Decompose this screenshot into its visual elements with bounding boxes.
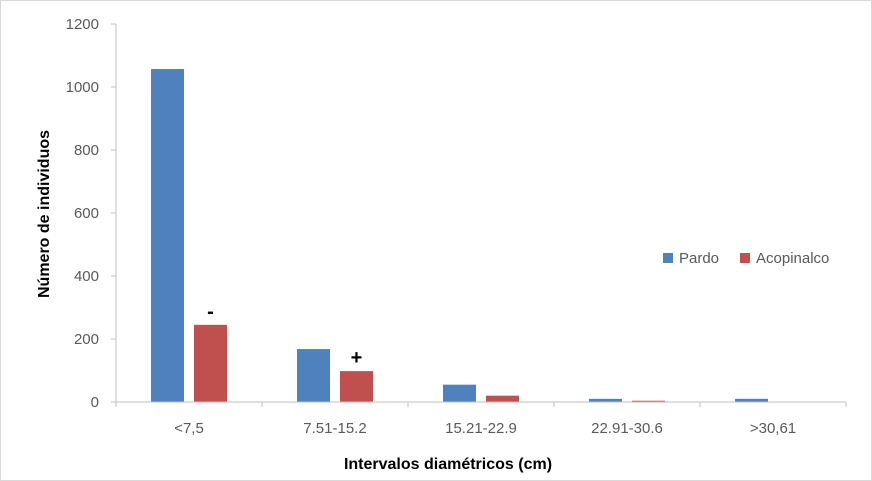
y-tick-label: 600 [74, 205, 99, 222]
x-tick-label: 22.91-30.6 [591, 420, 663, 437]
x-tick-label: <7,5 [174, 420, 204, 437]
y-tick-label: 200 [74, 331, 99, 348]
y-tick-label: 1000 [66, 79, 99, 96]
bar-acopinalco [486, 395, 519, 402]
y-tick-label: 1200 [66, 16, 99, 33]
bar-acopinalco [340, 371, 373, 402]
x-axis-title: Intervalos diamétricos (cm) [344, 456, 552, 473]
y-tick-label: 0 [91, 394, 99, 411]
x-tick-label: >30,61 [750, 420, 796, 437]
legend-label: Pardo [679, 250, 719, 267]
bar-acopinalco [632, 400, 665, 402]
legend: Pardo Acopinalco [663, 250, 829, 267]
y-tick-label: 400 [74, 268, 99, 285]
bar-annotation: + [351, 347, 363, 369]
bar-annotations: -+ [207, 301, 362, 369]
legend-swatch [663, 253, 673, 263]
bar-pardo [297, 349, 330, 402]
y-axis-ticks: 0 200 400 600 800 1000 1200 [66, 16, 116, 411]
bar-pardo [151, 69, 184, 403]
bar-annotation: - [207, 301, 214, 323]
x-tick-label: 15.21-22.9 [445, 420, 517, 437]
bars [151, 69, 768, 403]
bar-pardo [589, 398, 622, 402]
bar-pardo [443, 384, 476, 402]
y-axis-title: Número de individuos [36, 130, 53, 298]
x-axis-ticks: <7,5 7.51-15.2 15.21-22.9 22.91-30.6 >30,61 [115, 402, 847, 437]
y-tick-label: 800 [74, 142, 99, 159]
bar-pardo [735, 398, 768, 402]
x-tick-label: 7.51-15.2 [303, 420, 366, 437]
legend-swatch [740, 253, 750, 263]
bar-acopinalco [194, 324, 227, 402]
legend-label: Acopinalco [756, 250, 829, 267]
